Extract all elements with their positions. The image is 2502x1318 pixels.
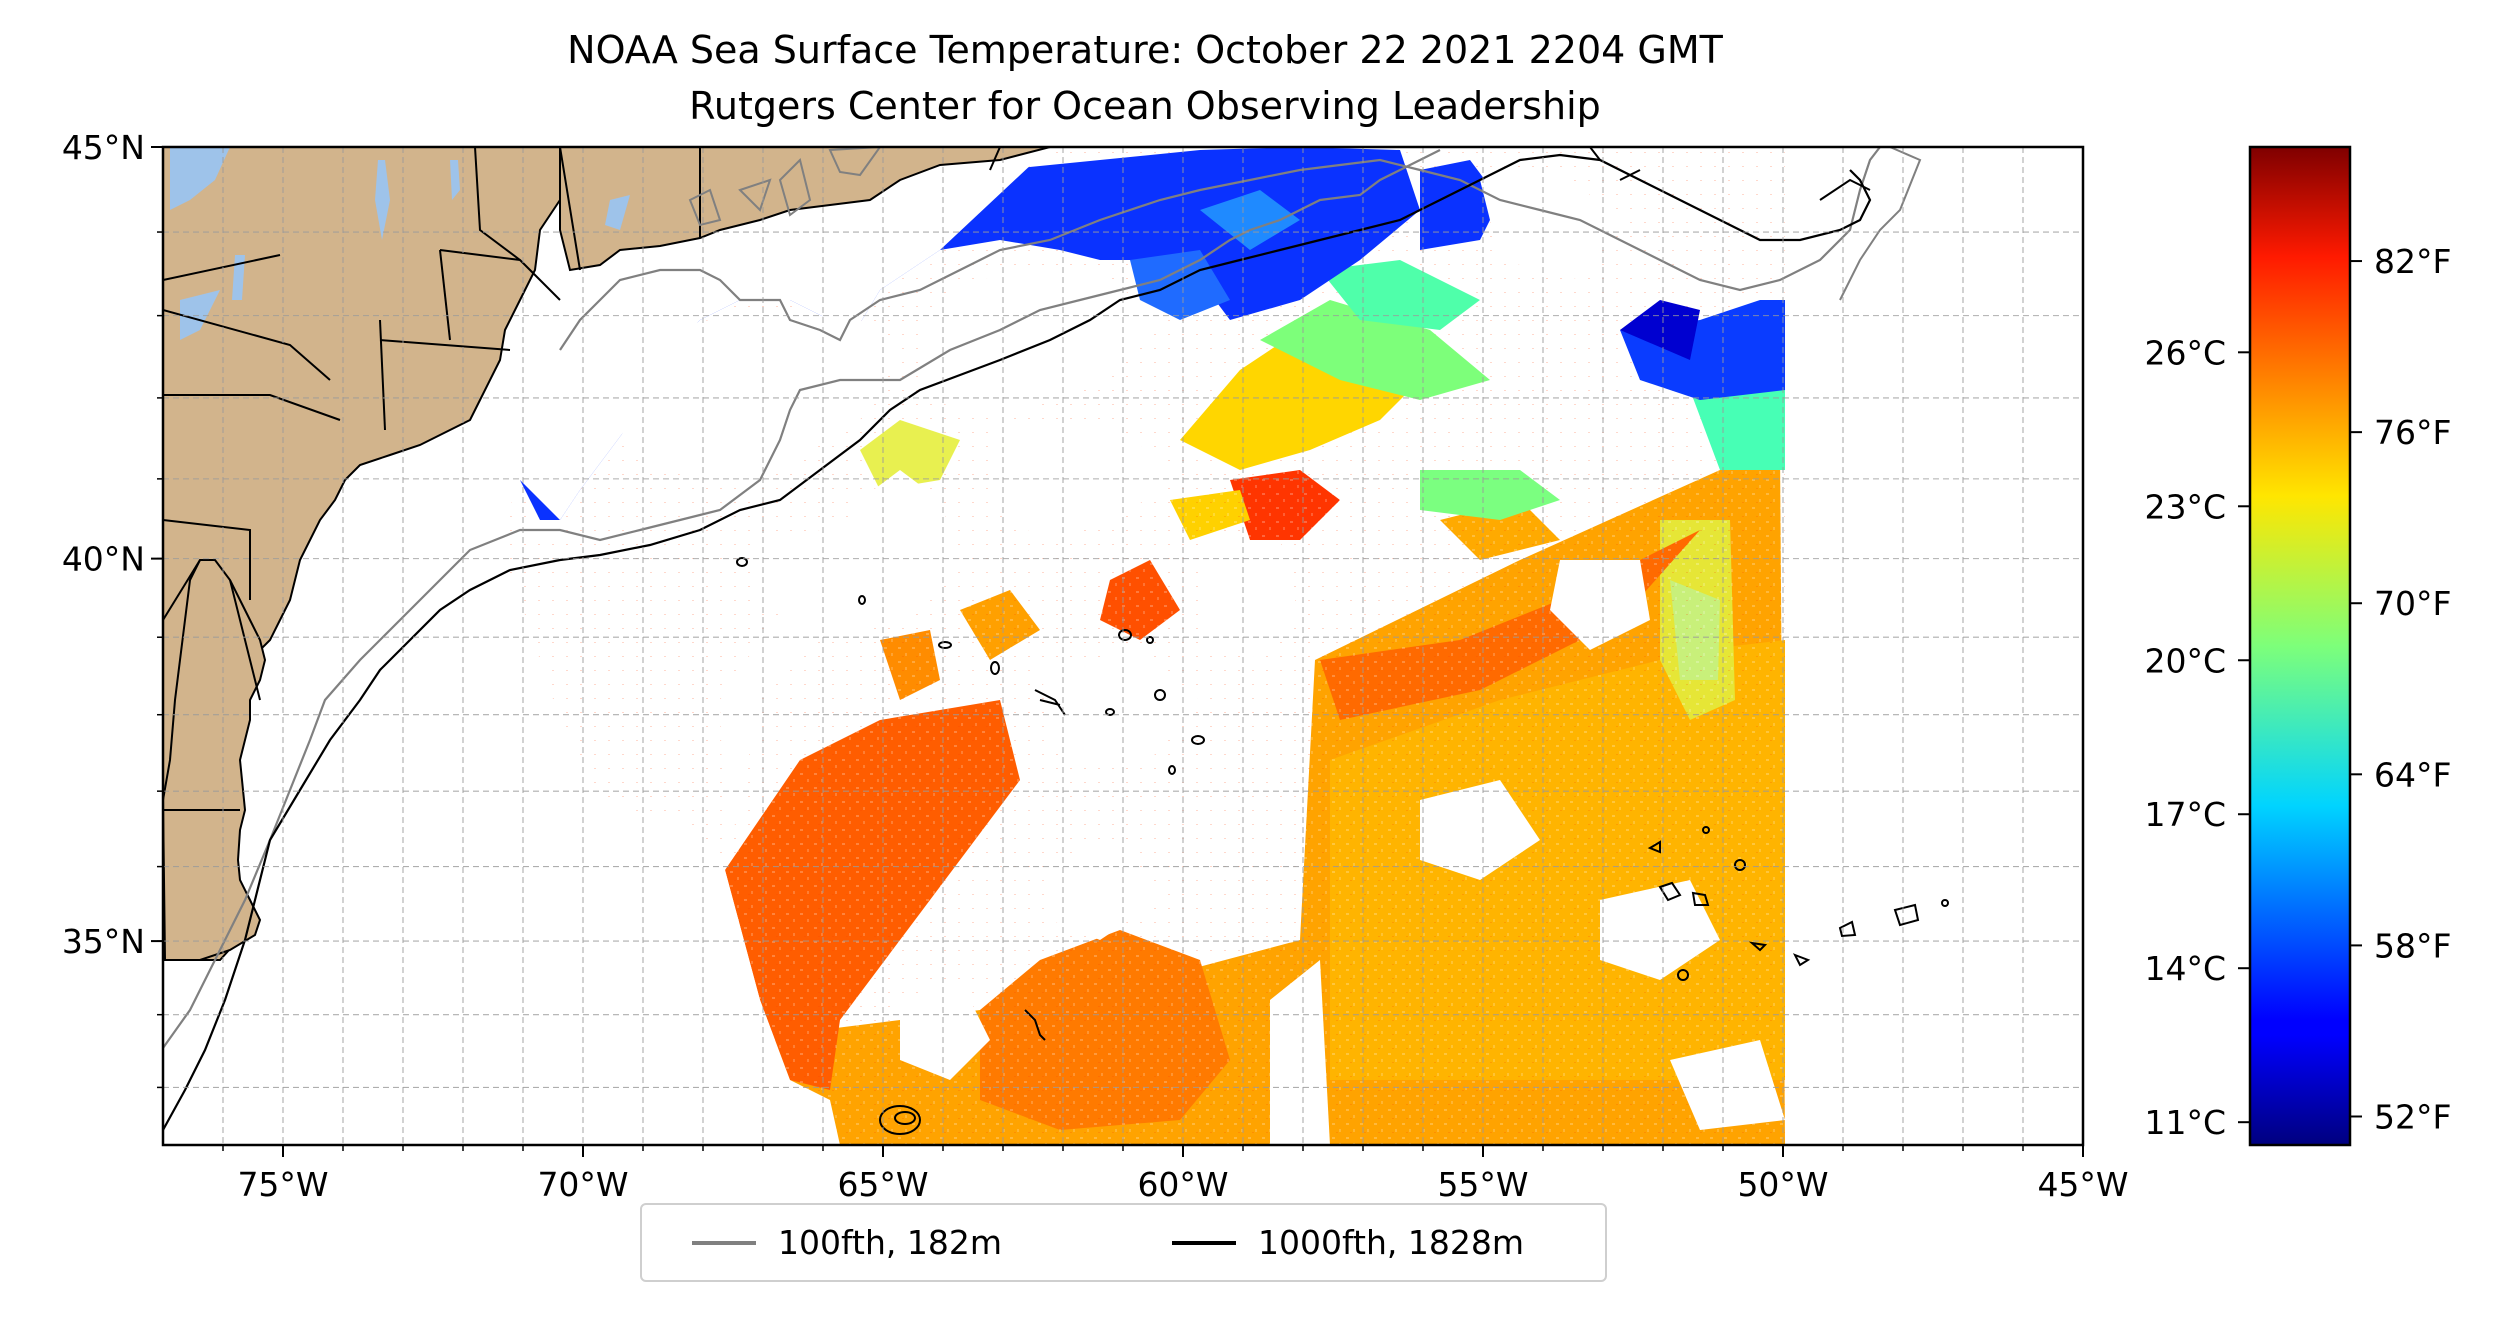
- colorbar-f-label: 52°F: [2374, 1097, 2451, 1136]
- isobath-100fth-gulf-of-maine: [559, 147, 1881, 351]
- colorbar-c-label: 20°C: [2144, 641, 2226, 680]
- isobath-100fth-line: [163, 149, 1441, 1049]
- legend-swatch-gray: [692, 1240, 756, 1245]
- colorbar-c-label: 14°C: [2144, 949, 2226, 988]
- colorbar-f-label: 70°F: [2374, 584, 2451, 623]
- colorbar-c-label: 17°C: [2144, 795, 2226, 834]
- isobath-100fth-scotian-banks: [688, 147, 1922, 301]
- legend-label-100fth: 100fth, 182m: [778, 1223, 1002, 1262]
- lakes: [170, 147, 630, 340]
- colorbar-c-label: 11°C: [2144, 1103, 2226, 1142]
- map-subtitle: Rutgers Center for Ocean Observing Leade…: [689, 84, 1601, 128]
- lon-tick-label: 65°W: [837, 1165, 928, 1204]
- map-area: [163, 147, 2083, 1145]
- colorbar-f-label: 76°F: [2374, 413, 2451, 452]
- legend-item-100fth: 100fth, 182m: [692, 1205, 1002, 1280]
- colorbar-ticks: 52°F 58°F 64°F 70°F 76°F 82°F 11°C 14°C 17°C 20°C…: [2144, 242, 2451, 1142]
- colorbar-c-label: 23°C: [2144, 487, 2226, 526]
- lon-tick-label: 55°W: [1437, 1165, 1528, 1204]
- lat-tick-label: 45°N: [62, 128, 145, 167]
- lon-tick-label: 75°W: [237, 1165, 328, 1204]
- state-borders: [163, 147, 1001, 811]
- colorbar-f-label: 58°F: [2374, 926, 2451, 965]
- legend-label-1000fth: 1000fth, 1828m: [1258, 1223, 1524, 1262]
- lon-tick-label: 45°W: [2037, 1165, 2128, 1204]
- lat-tick-label: 35°N: [62, 922, 145, 961]
- colorbar-c-label: 26°C: [2144, 333, 2226, 372]
- land: [163, 147, 1051, 961]
- seamounts: [736, 557, 1949, 1135]
- sst-transition-band: [860, 260, 1785, 520]
- isobath-legend: 100fth, 182m 1000fth, 1828m: [640, 1203, 1607, 1282]
- legend-swatch-black: [1172, 1240, 1236, 1245]
- colorbar-f-label: 82°F: [2374, 242, 2451, 281]
- isobath-1000fth-line: [163, 153, 1872, 1131]
- lon-tick-label: 60°W: [1137, 1165, 1228, 1204]
- lat-tick-label: 40°N: [62, 540, 145, 579]
- legend-item-1000fth: 1000fth, 1828m: [1172, 1205, 1524, 1280]
- gridlines: [163, 147, 2083, 1145]
- map-ticks: 75°W 70°W 65°W 60°W 55°W 50°W 45°W 35°N 40°N 45°N: [62, 128, 2129, 1204]
- colorbar: [2248, 145, 2352, 1147]
- colorbar-f-label: 64°F: [2374, 755, 2451, 794]
- lon-tick-label: 50°W: [1737, 1165, 1828, 1204]
- map-title: NOAA Sea Surface Temperature: October 22…: [567, 28, 1723, 72]
- lon-tick-label: 70°W: [537, 1165, 628, 1204]
- isobath-1000fth-north: [1589, 147, 1871, 201]
